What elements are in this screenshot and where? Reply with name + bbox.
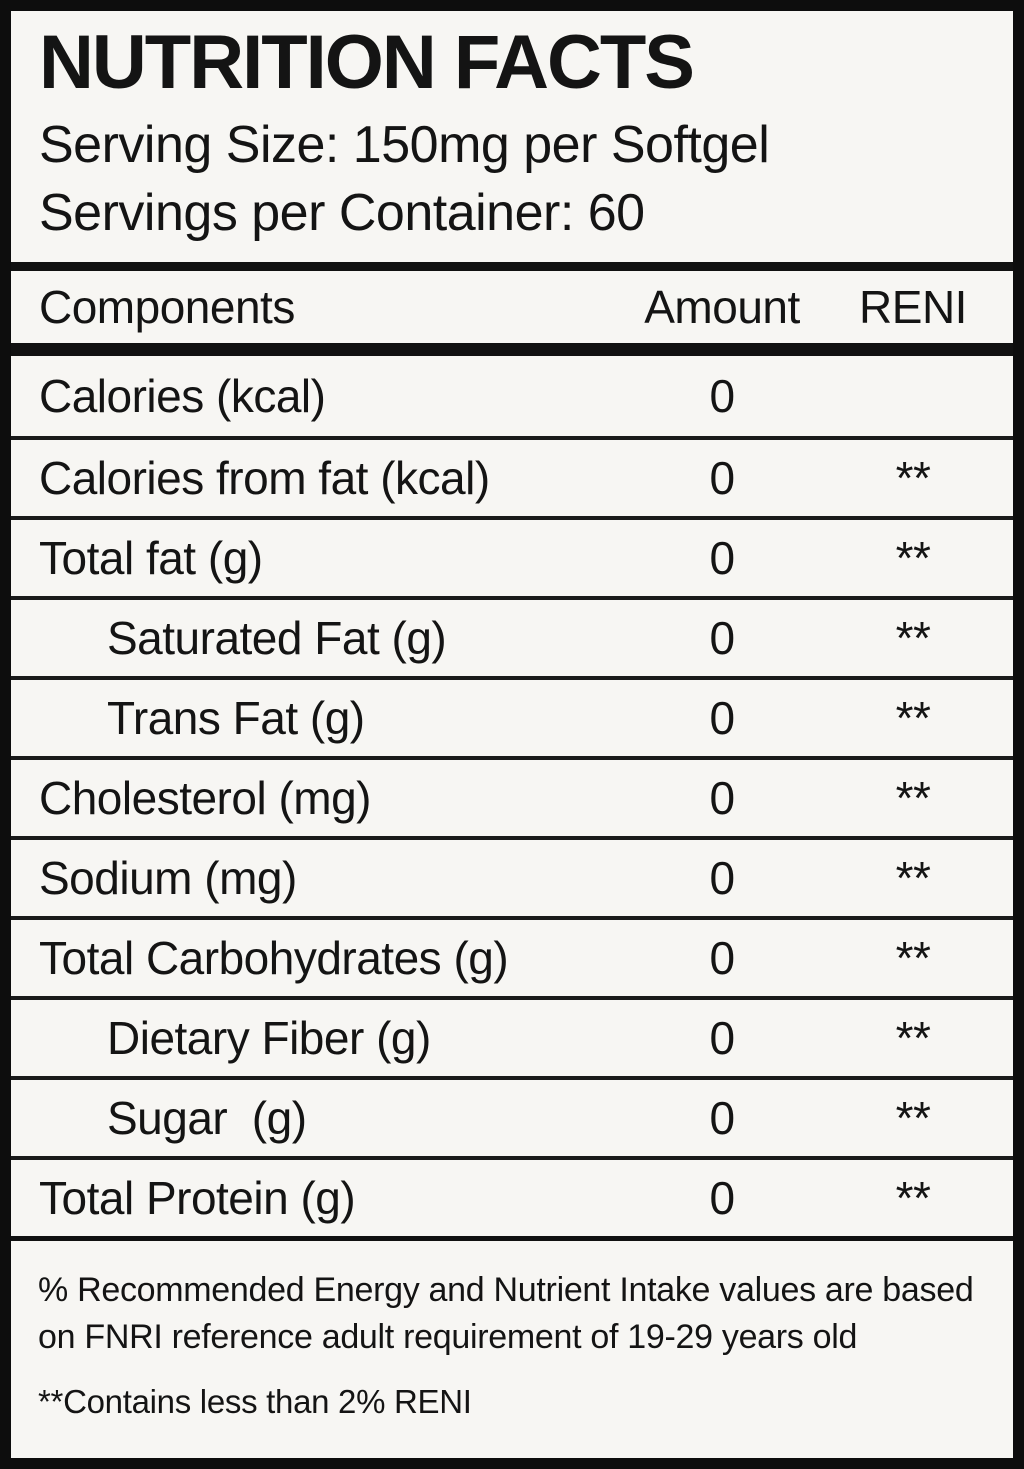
reni-value: ** (895, 532, 931, 584)
table-row: Calories (kcal) 0 (11, 356, 1013, 436)
table-row: Dietary Fiber (g) 0 ** (11, 996, 1013, 1076)
component-name: Total fat (g) (39, 532, 263, 584)
servings-per-container-line: Servings per Container: 60 (39, 184, 645, 242)
reni-value: ** (895, 852, 931, 904)
table-row: Sodium (mg) 0 ** (11, 836, 1013, 916)
component-name: Dietary Fiber (g) (107, 1012, 431, 1064)
reni-value: ** (895, 612, 931, 664)
table-row: Sugar (g) 0 ** (11, 1076, 1013, 1156)
amount-value: 0 (709, 852, 735, 904)
amount-value: 0 (709, 370, 735, 422)
component-name: Total Carbohydrates (g) (39, 932, 509, 984)
reni-value: ** (895, 452, 931, 504)
amount-value: 0 (709, 532, 735, 584)
amount-value: 0 (709, 1092, 735, 1144)
amount-value: 0 (709, 1172, 735, 1224)
reni-value: ** (895, 1012, 931, 1064)
table-header-row: Components Amount RENI (11, 271, 1013, 343)
serving-size-line: Serving Size: 150mg per Softgel (39, 116, 770, 174)
amount-value: 0 (709, 932, 735, 984)
component-name: Sugar (g) (107, 1092, 307, 1144)
component-name: Calories (kcal) (39, 370, 326, 422)
amount-value: 0 (709, 1012, 735, 1064)
amount-value: 0 (709, 452, 735, 504)
table-row: Calories from fat (kcal) 0 ** (11, 436, 1013, 516)
component-name: Cholesterol (mg) (39, 772, 372, 824)
amount-value: 0 (709, 612, 735, 664)
reni-basis-note: % Recommended Energy and Nutrient Intake… (38, 1271, 974, 1356)
amount-value: 0 (709, 772, 735, 824)
table-body: Calories (kcal) 0 Calories from fat (kcal)… (11, 356, 1013, 1236)
table-row: Cholesterol (mg) 0 ** (11, 756, 1013, 836)
table-end-rule (11, 1236, 1013, 1241)
table-row: Total Carbohydrates (g) 0 ** (11, 916, 1013, 996)
header-divider-rule (11, 262, 1013, 271)
label-footnotes: % Recommended Energy and Nutrient Intake… (11, 1241, 1013, 1458)
contains-less-note: **Contains less than 2% RENI (38, 1383, 472, 1420)
label-title: NUTRITION FACTS (39, 20, 695, 105)
column-header-reni: RENI (859, 281, 967, 333)
reni-value: ** (895, 932, 931, 984)
reni-value: ** (895, 772, 931, 824)
component-name: Saturated Fat (g) (107, 612, 447, 664)
column-header-amount: Amount (644, 281, 800, 333)
component-name: Calories from fat (kcal) (39, 452, 490, 504)
component-name: Total Protein (g) (39, 1172, 356, 1224)
reni-value: ** (895, 692, 931, 744)
reni-value: ** (895, 1092, 931, 1144)
table-header-rule (11, 343, 1013, 356)
table-row: Total fat (g) 0 ** (11, 516, 1013, 596)
component-name: Trans Fat (g) (107, 692, 365, 744)
component-name: Sodium (mg) (39, 852, 297, 904)
amount-value: 0 (709, 692, 735, 744)
table-row: Saturated Fat (g) 0 ** (11, 596, 1013, 676)
reni-value: ** (895, 1172, 931, 1224)
label-header: NUTRITION FACTS Serving Size: 150mg per … (11, 11, 1013, 262)
table-row: Total Protein (g) 0 ** (11, 1156, 1013, 1236)
table-row: Trans Fat (g) 0 ** (11, 676, 1013, 756)
column-header-components: Components (39, 281, 295, 333)
